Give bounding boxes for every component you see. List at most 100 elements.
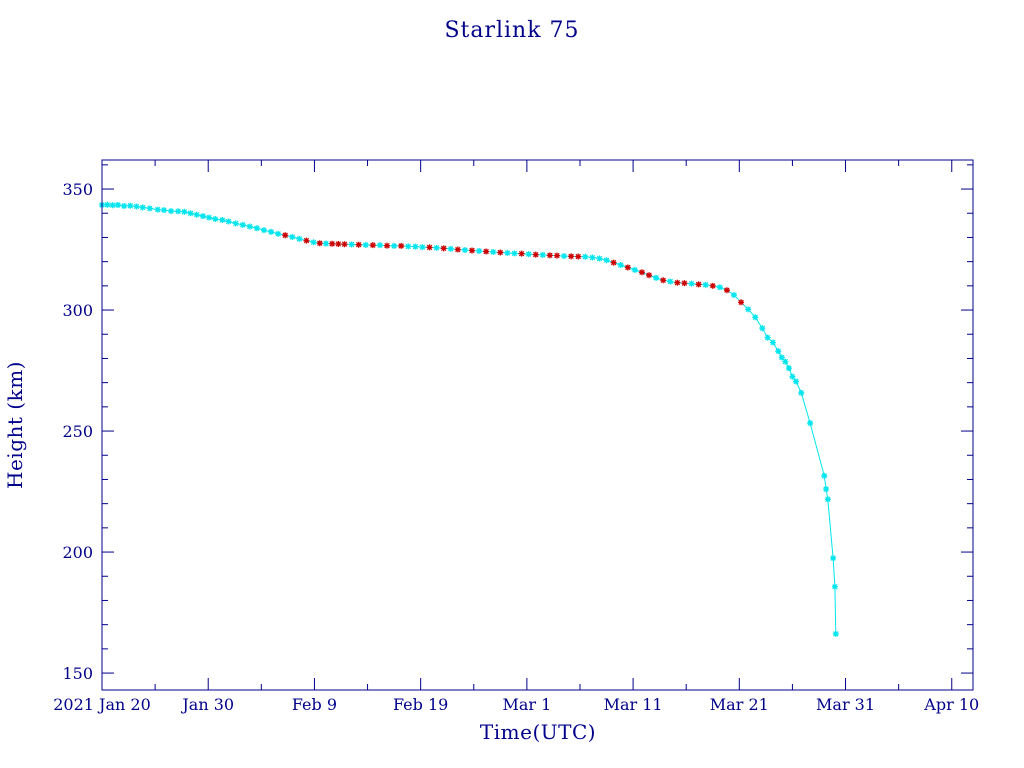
data-point: [792, 378, 799, 385]
data-point: [504, 249, 511, 256]
data-point: [440, 245, 447, 252]
data-point: [511, 250, 518, 257]
data-point: [782, 358, 789, 365]
data-point: [798, 389, 805, 396]
data-point: [561, 253, 568, 260]
data-point: [568, 253, 575, 260]
data-point: [104, 201, 111, 208]
series-line: [101, 204, 837, 634]
data-point: [121, 202, 128, 209]
data-point: [139, 204, 146, 211]
y-tick-label: 350: [62, 180, 93, 199]
data-point: [831, 583, 838, 590]
x-axis-label: Time(UTC): [480, 720, 596, 744]
data-point: [232, 220, 239, 227]
data-point: [745, 306, 752, 313]
data-point: [660, 277, 667, 284]
data-point: [253, 225, 260, 232]
data-point: [821, 472, 828, 479]
data-point: [476, 247, 483, 254]
data-point: [624, 264, 631, 271]
data-point: [168, 208, 175, 215]
data-point: [268, 228, 275, 235]
y-tick-label: 300: [62, 301, 93, 320]
data-point: [575, 253, 582, 260]
data-point: [775, 348, 782, 355]
y-tick-label: 150: [62, 664, 93, 683]
data-point: [206, 214, 213, 221]
data-point: [617, 262, 624, 269]
x-tick-label: Mar 1: [502, 695, 551, 714]
data-point: [759, 325, 766, 332]
data-point: [582, 253, 589, 260]
data-point: [239, 221, 246, 228]
data-point: [785, 365, 792, 372]
data-point: [127, 202, 134, 209]
data-point: [681, 280, 688, 287]
data-point: [433, 244, 440, 251]
data-point: [322, 240, 329, 247]
data-point: [468, 247, 475, 254]
data-point: [114, 202, 121, 209]
data-point: [146, 205, 153, 212]
data-point: [723, 287, 730, 294]
data-point: [695, 281, 702, 288]
data-point: [638, 269, 645, 276]
data-point: [525, 251, 532, 258]
data-point: [260, 227, 267, 234]
data-point: [133, 203, 140, 210]
y-tick-label: 200: [62, 543, 93, 562]
data-point: [454, 246, 461, 253]
data-point: [160, 207, 167, 214]
data-point: [518, 250, 525, 257]
data-point: [246, 223, 253, 230]
data-point: [426, 244, 433, 251]
data-point: [225, 218, 232, 225]
data-point: [181, 208, 188, 215]
data-point: [369, 242, 376, 249]
data-point: [532, 251, 539, 258]
data-point: [646, 272, 653, 279]
data-point: [109, 202, 116, 209]
data-point: [391, 242, 398, 249]
data-point: [832, 630, 839, 637]
data-point: [341, 241, 348, 248]
data-point: [483, 248, 490, 255]
y-axis-label: Height (km): [3, 361, 27, 489]
data-point: [830, 555, 837, 562]
data-point: [296, 235, 303, 242]
data-point: [275, 230, 282, 237]
x-tick-label: Mar 21: [710, 695, 769, 714]
data-point: [355, 241, 362, 248]
x-tick-label: Mar 31: [816, 695, 875, 714]
data-point: [348, 241, 355, 248]
data-point: [329, 240, 336, 247]
data-point: [303, 237, 310, 244]
data-point: [731, 292, 738, 299]
data-point: [823, 486, 830, 493]
data-point: [688, 280, 695, 287]
data-point: [596, 255, 603, 262]
data-point: [154, 206, 161, 213]
x-tick-label: Mar 11: [604, 695, 663, 714]
data-point: [789, 373, 796, 380]
data-point: [405, 243, 412, 250]
data-point: [764, 334, 771, 341]
data-point: [193, 211, 200, 218]
data-point: [289, 233, 296, 240]
data-point: [769, 339, 776, 346]
data-point: [376, 242, 383, 249]
data-point: [447, 245, 454, 252]
data-point: [335, 240, 342, 247]
data-point: [778, 354, 785, 361]
data-point: [603, 257, 610, 264]
data-point: [282, 232, 289, 239]
data-point: [716, 284, 723, 291]
data-point: [667, 278, 674, 285]
data-point: [702, 281, 709, 288]
x-tick-label: Jan 30: [180, 695, 234, 714]
data-point: [738, 299, 745, 306]
data-point: [199, 213, 206, 220]
data-point: [709, 282, 716, 289]
